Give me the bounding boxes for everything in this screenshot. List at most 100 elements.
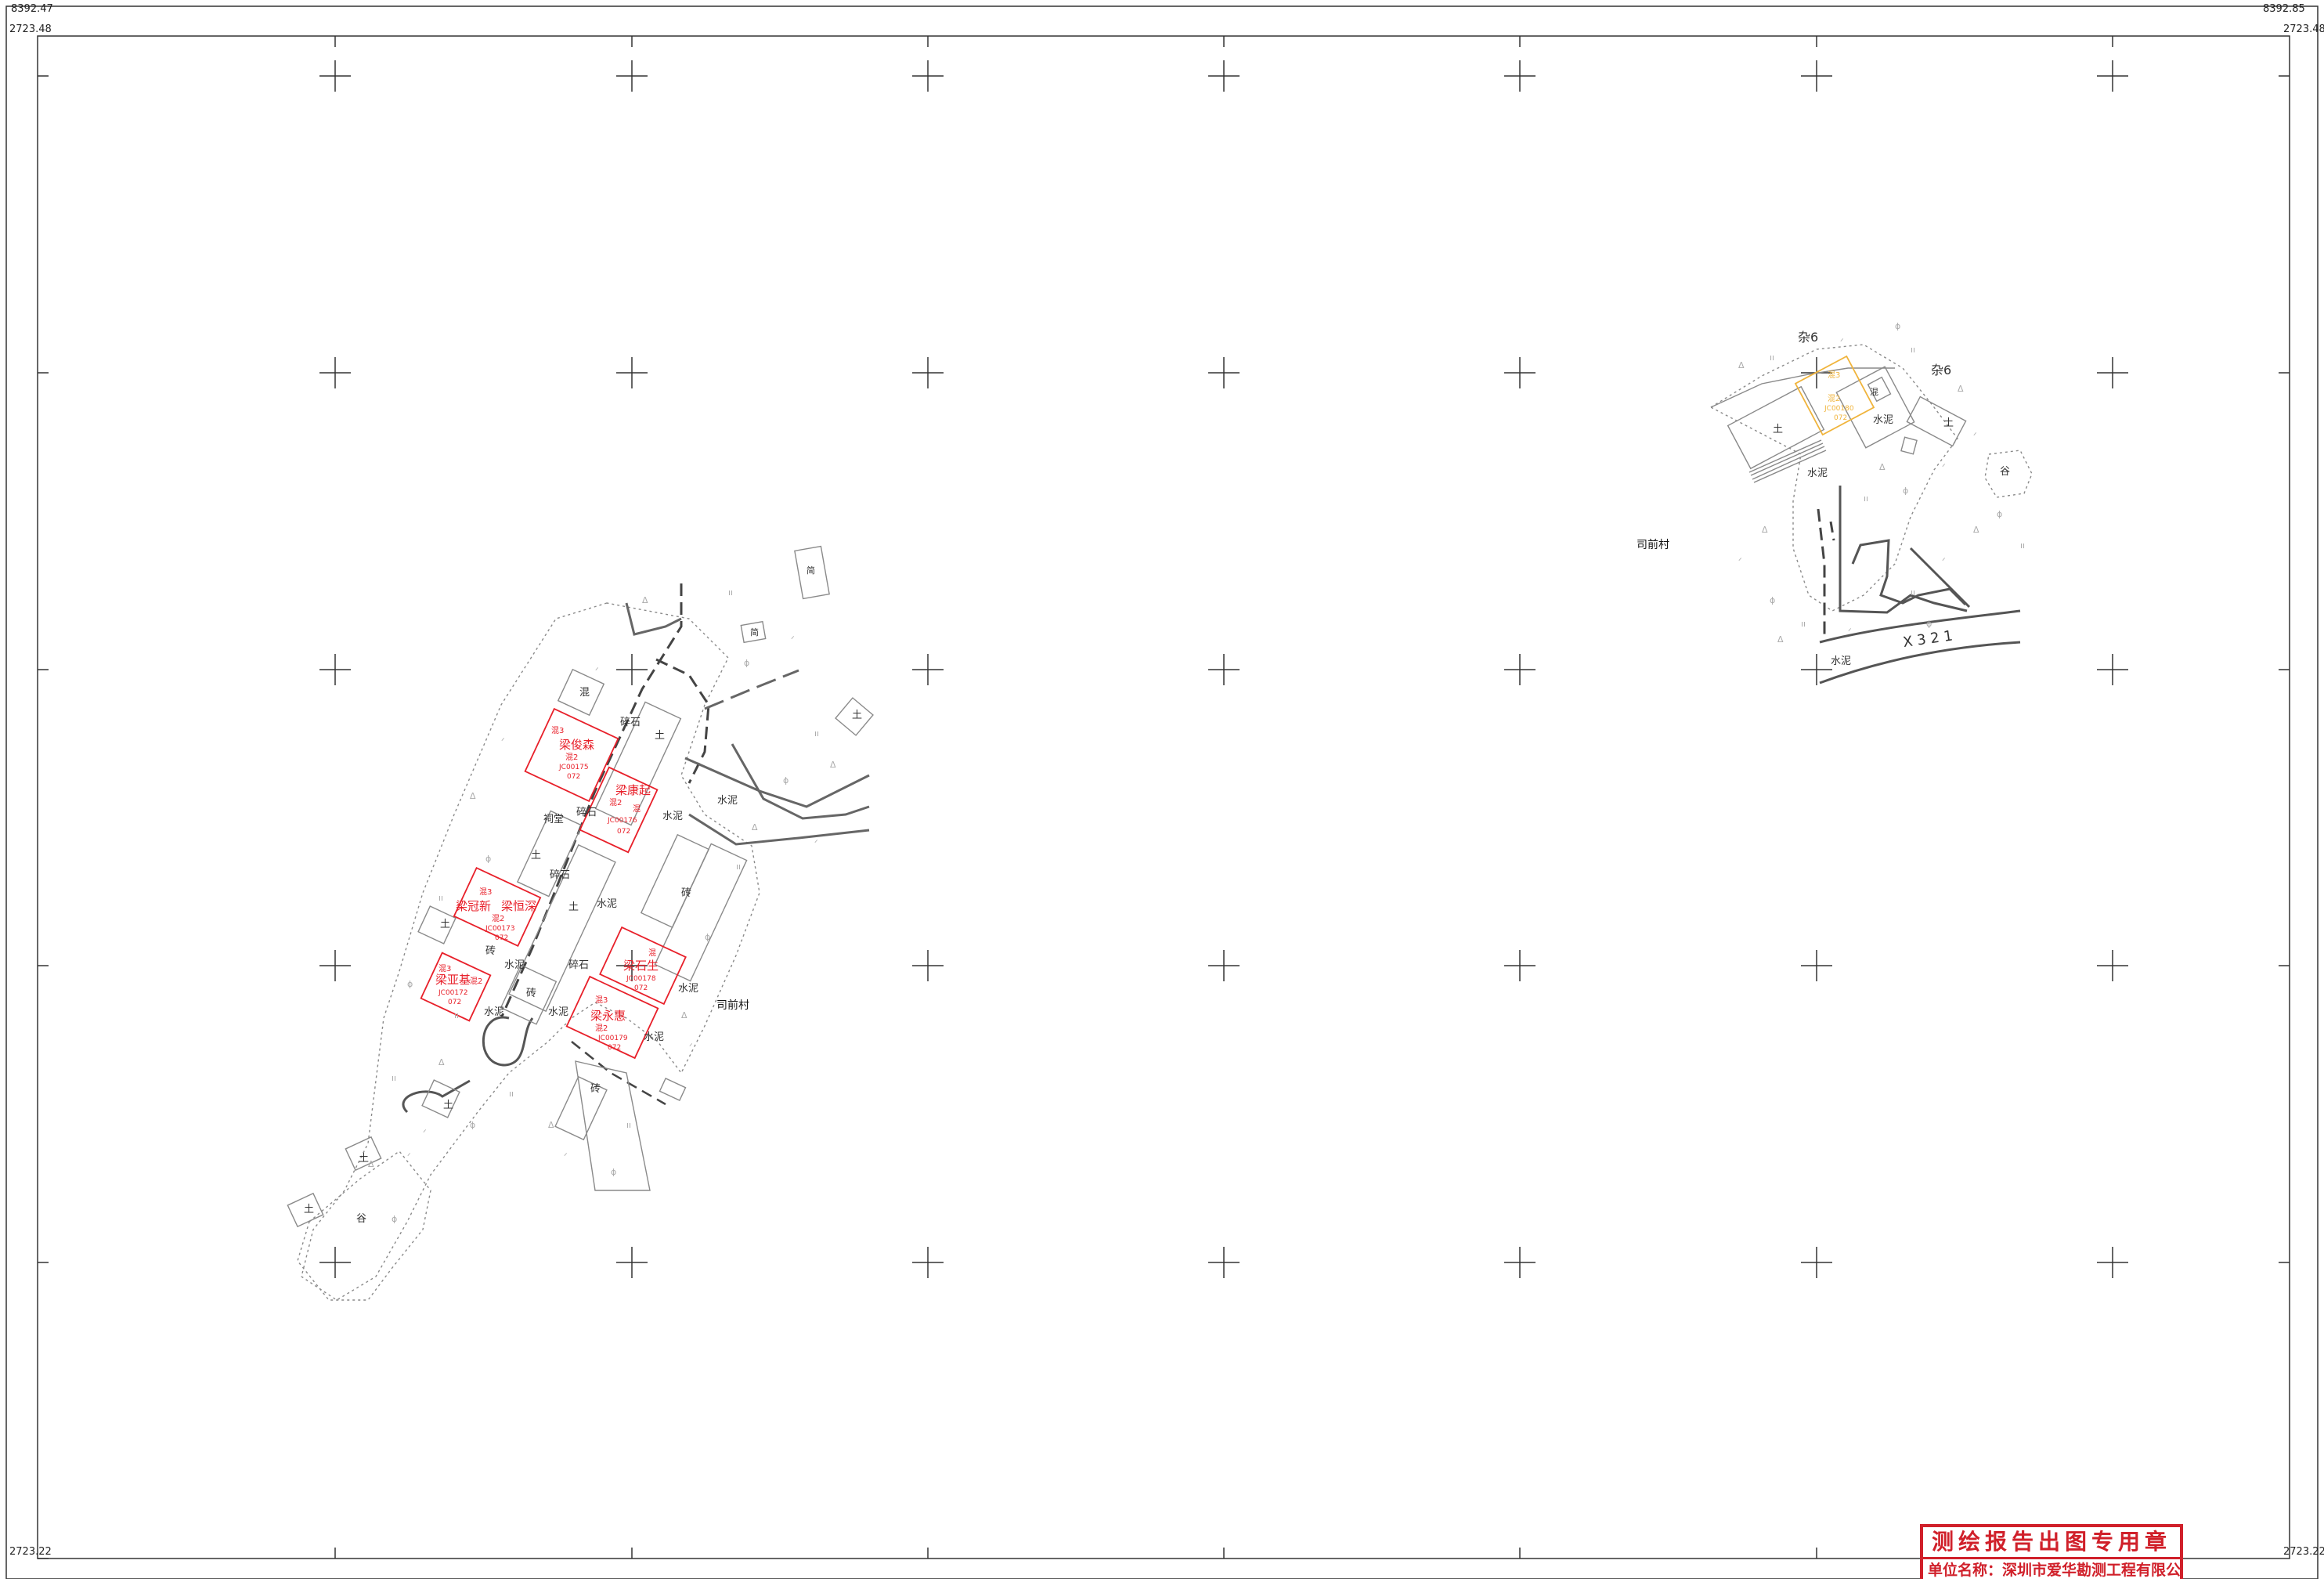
yellow-parcel — [1794, 355, 1875, 436]
parcel-owner: 梁恒深 — [501, 899, 536, 913]
parcel-floors: 混2 — [492, 914, 504, 923]
parcel-sub: 072 — [617, 828, 630, 836]
building — [557, 668, 605, 717]
parcel-owner: 梁康起 — [615, 783, 651, 797]
parcel-sub-yellow: 072 — [1834, 414, 1847, 422]
parcel-code-yellow: JC00180 — [1824, 405, 1854, 413]
building — [654, 843, 748, 982]
road-right-dashed-2 — [1829, 521, 1835, 541]
parcel-floors: 混 — [633, 804, 641, 814]
red-parcels — [420, 707, 687, 1060]
vegetation-symbol: ıı — [454, 1010, 459, 1020]
label-shrine: 祠堂 — [543, 814, 564, 825]
vegetation-symbol: ᐃ — [1958, 384, 1964, 394]
parcel-floors: 混3 — [438, 964, 451, 973]
inner-frame — [37, 35, 2290, 1559]
vegetation-symbol: ϕ — [392, 1214, 397, 1224]
vegetation-symbol: ıı — [814, 728, 819, 739]
vegetation-symbol: ᐟ — [791, 634, 795, 645]
label-concrete: 水泥 — [717, 795, 738, 807]
parcel-owner: 梁亚基 — [435, 973, 471, 987]
vegetation-symbol: ᐟ — [1840, 337, 1844, 347]
label-gravel: 碎石 — [620, 717, 641, 728]
vegetation-symbol: ᐟ — [1942, 556, 1946, 566]
label-concrete: 水泥 — [548, 1006, 568, 1018]
coord-left-top: 2723.48 — [9, 23, 52, 35]
label-soil: 土 — [655, 730, 665, 742]
label-soil: 土 — [1773, 424, 1783, 435]
label-shed: 简 — [750, 627, 759, 637]
building — [287, 1192, 324, 1228]
label-gravel: 碎石 — [576, 807, 597, 818]
vegetation-symbol: ᐟ — [564, 1151, 568, 1161]
vegetation-symbol: ϕ — [407, 979, 413, 989]
vegetation-symbol: ᐃ — [368, 1159, 374, 1169]
building — [554, 1075, 608, 1141]
vegetation-symbol: ᐟ — [814, 838, 818, 848]
parcel-outline — [420, 952, 492, 1022]
path-dashed-c — [571, 1041, 666, 1106]
outer-frame — [5, 5, 2319, 1580]
vegetation-symbol: ᐃ — [470, 791, 476, 801]
vegetation-symbol: ᐟ — [423, 1128, 427, 1138]
label-gravel: 碎石 — [550, 869, 570, 881]
valley-boundary — [297, 1150, 431, 1301]
path-dashed-b — [655, 658, 710, 784]
label-brick: 砖 — [485, 945, 496, 957]
right-boundary — [1709, 344, 1958, 612]
label-brick: 砖 — [526, 988, 536, 999]
building — [835, 697, 874, 736]
road-right-main-2 — [1819, 641, 2021, 684]
vegetation-symbol: ϕ — [705, 932, 710, 942]
vegetation-symbol: ᐟ — [689, 1042, 693, 1052]
vegetation-symbol: ıı — [1911, 587, 1915, 598]
label-concrete: 水泥 — [597, 898, 617, 910]
vegetation-symbol: ϕ — [611, 1167, 616, 1177]
parcel-owner: 梁永惠 — [590, 1009, 626, 1023]
road-right-curve — [1851, 539, 1967, 606]
vegetation-symbols: ıı ᐃ ᐟ ϕ ıı ᐃ ᐟ ϕ ıı ᐃ ᐟ ϕ ıı ᐃ ᐟ ϕ ıı ᐃ ᐟ ϕ ıı ᐃ ᐟ ϕ ıı ᐃ ᐟ ϕ ıı ᐃ ᐟ ϕ… — [368, 321, 2025, 1224]
left-labels: 谷 土 土 土 土 土 土 土 土 碎石 碎石 碎石 碎石 祠堂 水泥 水泥 水… — [304, 565, 862, 1225]
road-right-dashed — [1817, 508, 1826, 634]
label-soil: 土 — [1943, 417, 1954, 429]
building — [594, 701, 682, 826]
parcel-floors: 混3 — [551, 726, 564, 735]
coord-top-right: 8392.85 — [2263, 3, 2305, 15]
building — [345, 1136, 382, 1172]
vegetation-symbol: ϕ — [1770, 595, 1775, 605]
road-east-a — [684, 757, 870, 808]
grid-crosses — [38, 36, 2290, 1559]
parcel-outline — [565, 975, 659, 1060]
road-code: X 3 2 1 — [1902, 627, 1954, 651]
settlement-boundary — [301, 602, 760, 1301]
hatched-slope — [1748, 439, 1827, 483]
vegetation-symbol: ϕ — [1903, 486, 1908, 496]
parcel-sub: 072 — [634, 984, 648, 992]
vegetation-symbol: ᐟ — [1973, 431, 1977, 441]
vegetation-symbol: ϕ — [744, 658, 749, 668]
road-right-branch — [1839, 486, 1968, 614]
label-shed: 简 — [807, 565, 815, 576]
coord-left-bottom: 2723.22 — [9, 1546, 52, 1558]
parcel-floors: 混2 — [565, 753, 578, 762]
vegetation-symbol: ᐃ — [1973, 525, 1979, 535]
parcel-owner: 梁石生 — [623, 959, 659, 973]
vegetation-symbol: ᐃ — [548, 1120, 554, 1130]
right-cluster — [1709, 344, 2033, 684]
vegetation-symbol: ıı — [736, 861, 741, 872]
building-right — [1900, 436, 1918, 455]
vegetation-symbol: ıı — [626, 1120, 631, 1130]
label-concrete: 水泥 — [662, 811, 683, 822]
vegetation-symbol: ᐟ — [595, 666, 599, 676]
building — [508, 843, 616, 1013]
label-brick: 砖 — [681, 887, 691, 899]
vegetation-symbol: ıı — [438, 893, 443, 903]
parcel-code: JC00173 — [485, 925, 515, 933]
parcel-code: JC00176 — [607, 817, 637, 825]
parcel-owner: 梁俊森 — [559, 738, 594, 752]
village-name-right: 司前村 — [1637, 538, 1669, 551]
survey-stamp: 测绘报告出图专用章 单位名称：深圳市爱华勘测工程有限公司 — [1920, 1524, 2183, 1579]
label-mixed: 混 — [1870, 387, 1878, 397]
vegetation-symbol: ᐟ — [407, 1151, 411, 1161]
